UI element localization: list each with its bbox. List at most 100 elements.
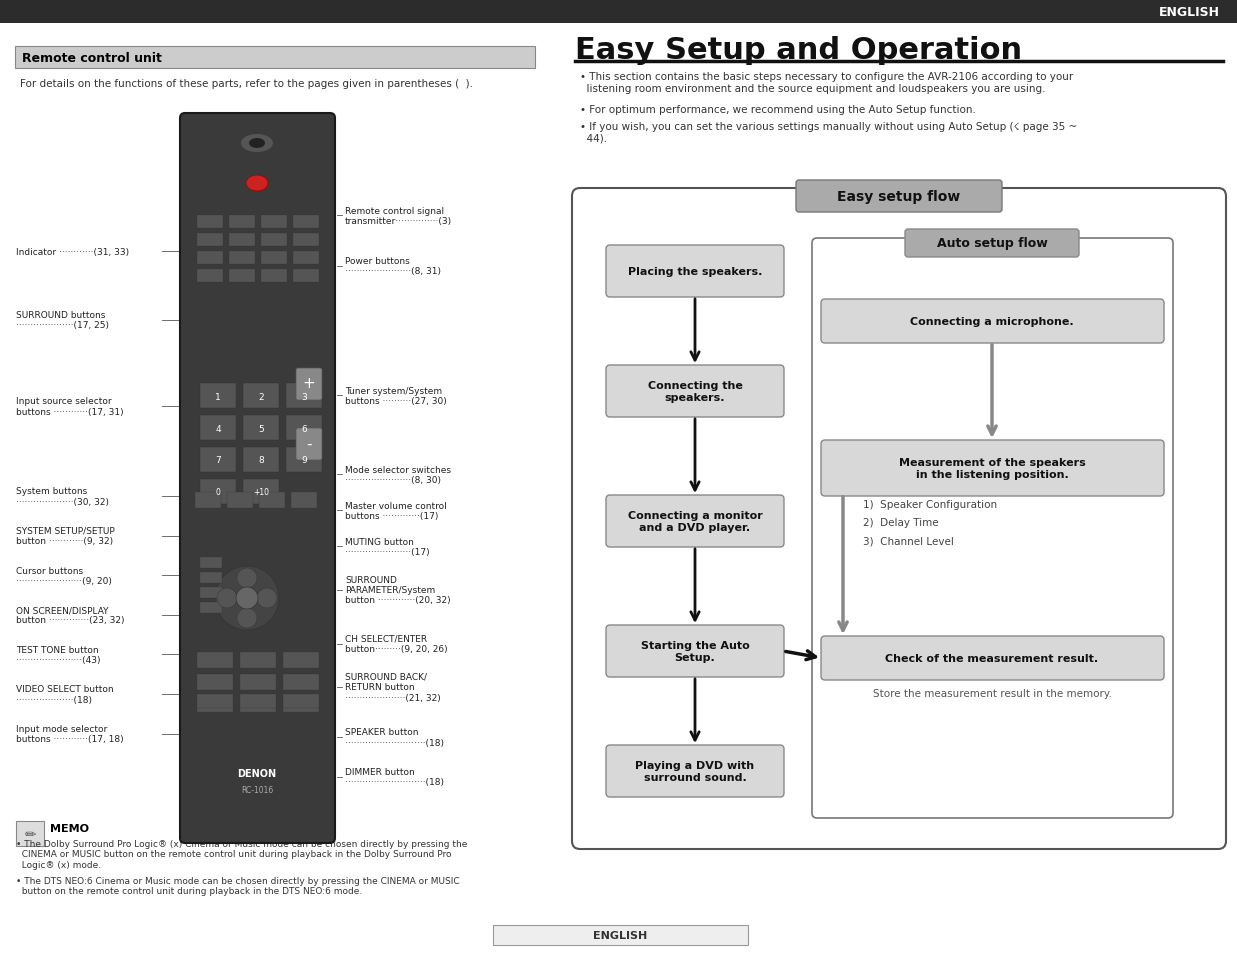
Text: +: + — [303, 376, 315, 391]
Text: ENGLISH: ENGLISH — [593, 930, 647, 940]
Bar — [200, 602, 221, 614]
Text: ON SCREEN/DISPLAY
button ··············(23, 32): ON SCREEN/DISPLAY button ··············(… — [16, 605, 125, 625]
Text: 3)  Channel Level: 3) Channel Level — [863, 536, 954, 545]
Text: Cursor buttons
·······················(9, 20): Cursor buttons ·······················(9… — [16, 566, 111, 585]
Bar — [291, 493, 317, 509]
Ellipse shape — [241, 135, 273, 152]
Bar — [229, 270, 255, 283]
Text: 1: 1 — [215, 392, 221, 401]
Text: Remote control signal
transmitter···············(3): Remote control signal transmitter·······… — [345, 206, 453, 226]
Bar — [240, 695, 276, 708]
Bar — [293, 270, 319, 283]
Bar — [200, 573, 221, 583]
Ellipse shape — [246, 175, 268, 192]
FancyBboxPatch shape — [181, 113, 335, 843]
Text: Master volume control
buttons ·············(17): Master volume control buttons ··········… — [345, 501, 447, 520]
Text: 3: 3 — [301, 392, 307, 401]
Bar — [200, 558, 221, 568]
Circle shape — [238, 568, 257, 588]
FancyBboxPatch shape — [811, 239, 1173, 818]
Text: SPEAKER button
····························(18): SPEAKER button ·························… — [345, 728, 444, 747]
Text: System buttons
····················(30, 32): System buttons ····················(30, … — [16, 487, 109, 506]
Bar — [197, 675, 233, 690]
FancyBboxPatch shape — [821, 440, 1164, 497]
Bar — [240, 652, 276, 668]
Text: Power buttons
·······················(8, 31): Power buttons ·······················(8,… — [345, 256, 442, 276]
Bar — [261, 233, 287, 247]
Text: Remote control unit: Remote control unit — [22, 51, 162, 65]
Text: 5: 5 — [259, 424, 263, 433]
Bar — [197, 697, 233, 712]
Bar — [200, 384, 236, 409]
Bar — [229, 233, 255, 247]
Text: TEST TONE button
·······················(43): TEST TONE button ·······················… — [16, 645, 100, 664]
Bar — [197, 270, 223, 283]
Circle shape — [216, 588, 238, 608]
Bar — [197, 215, 223, 229]
Bar — [200, 448, 236, 473]
Text: RC-1016: RC-1016 — [241, 785, 273, 795]
FancyBboxPatch shape — [795, 181, 1002, 213]
Text: 2: 2 — [259, 392, 263, 401]
Bar — [242, 479, 280, 504]
Text: Tuner system/System
buttons ··········(27, 30): Tuner system/System buttons ··········(2… — [345, 386, 447, 405]
Text: 0: 0 — [215, 488, 220, 497]
Text: Easy Setup and Operation: Easy Setup and Operation — [575, 36, 1022, 65]
Circle shape — [238, 608, 257, 628]
Text: 7: 7 — [215, 456, 221, 465]
Bar — [242, 416, 280, 440]
Text: Indicator ············(31, 33): Indicator ············(31, 33) — [16, 248, 129, 256]
Text: SYSTEM SETUP/SETUP
button ············(9, 32): SYSTEM SETUP/SETUP button ············(9… — [16, 526, 115, 546]
Bar — [197, 233, 223, 247]
Bar — [197, 652, 233, 668]
Text: MUTING button
·······················(17): MUTING button ·······················(17… — [345, 537, 429, 557]
Text: 2)  Delay Time: 2) Delay Time — [863, 517, 939, 527]
Text: Placing the speakers.: Placing the speakers. — [628, 267, 762, 276]
Text: Playing a DVD with
surround sound.: Playing a DVD with surround sound. — [636, 760, 755, 782]
Bar — [261, 270, 287, 283]
Bar — [242, 448, 280, 473]
Bar — [494, 925, 748, 945]
Text: Input source selector
buttons ············(17, 31): Input source selector buttons ··········… — [16, 396, 124, 416]
Bar — [261, 215, 287, 229]
Bar — [200, 416, 236, 440]
Text: -: - — [307, 436, 312, 451]
Ellipse shape — [249, 139, 265, 149]
Text: Auto setup flow: Auto setup flow — [936, 237, 1048, 251]
Bar — [283, 652, 319, 668]
Bar — [286, 448, 322, 473]
Text: 1)  Speaker Configuration: 1) Speaker Configuration — [863, 499, 997, 510]
Bar — [229, 252, 255, 265]
Bar — [197, 252, 223, 265]
Bar — [240, 697, 276, 712]
Text: • This section contains the basic steps necessary to configure the AVR-2106 acco: • This section contains the basic steps … — [580, 71, 1074, 93]
Text: Connecting a microphone.: Connecting a microphone. — [910, 316, 1074, 327]
Text: +10: +10 — [254, 488, 268, 497]
Text: Measurement of the speakers
in the listening position.: Measurement of the speakers in the liste… — [898, 457, 1085, 479]
Bar — [259, 493, 285, 509]
FancyBboxPatch shape — [905, 230, 1079, 257]
Text: For details on the functions of these parts, refer to the pages given in parenth: For details on the functions of these pa… — [20, 79, 473, 89]
Bar — [283, 675, 319, 690]
Text: • For optimum performance, we recommend using the Auto Setup function.: • For optimum performance, we recommend … — [580, 105, 976, 115]
Text: Starting the Auto
Setup.: Starting the Auto Setup. — [641, 640, 750, 662]
Bar — [0, 0, 1237, 24]
Bar — [228, 493, 254, 509]
Circle shape — [236, 587, 259, 609]
Bar — [283, 695, 319, 708]
Text: Connecting the
speakers.: Connecting the speakers. — [647, 381, 742, 402]
Text: Input mode selector
buttons ············(17, 18): Input mode selector buttons ············… — [16, 724, 124, 743]
Text: 4: 4 — [215, 424, 221, 433]
Text: MEMO: MEMO — [49, 823, 89, 833]
Text: SURROUND BACK/
RETURN button
·····················(21, 32): SURROUND BACK/ RETURN button ···········… — [345, 672, 440, 702]
FancyBboxPatch shape — [606, 366, 784, 417]
Circle shape — [257, 588, 277, 608]
Text: Mode selector switches
·······················(8, 30): Mode selector switches ·················… — [345, 465, 452, 484]
Text: VIDEO SELECT button
····················(18): VIDEO SELECT button ····················… — [16, 684, 114, 704]
Bar — [261, 252, 287, 265]
Text: 9: 9 — [301, 456, 307, 465]
FancyBboxPatch shape — [606, 625, 784, 678]
Bar — [197, 695, 233, 708]
Bar — [293, 215, 319, 229]
Bar — [283, 697, 319, 712]
